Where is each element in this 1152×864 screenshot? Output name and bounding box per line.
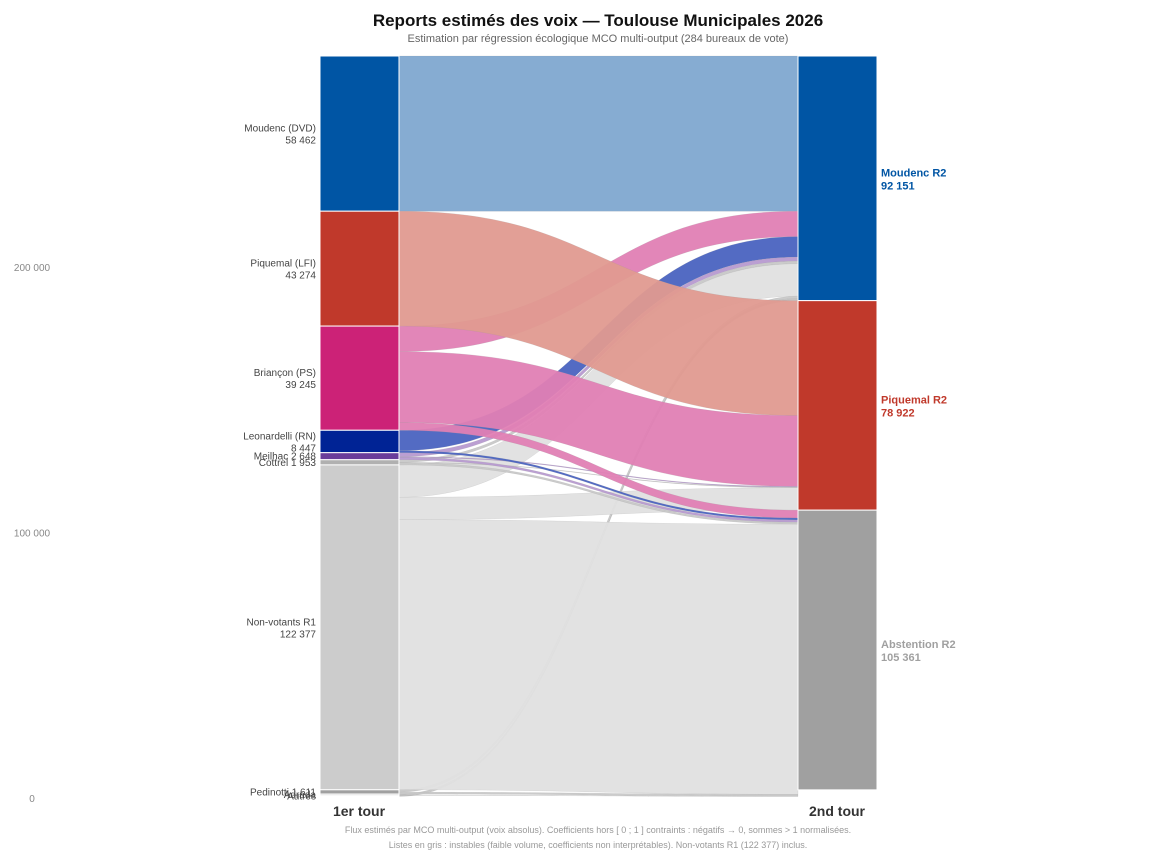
left-node-piquemal (319, 210, 400, 327)
left-node-nonvotants (319, 464, 400, 791)
left-node-label-pedinotti: Pedinotti 1 611 (250, 787, 316, 798)
node-layer (319, 55, 878, 797)
flow-layer (398, 55, 799, 797)
y-tick-label-2: 0 (29, 794, 35, 805)
left-node-label-autre: Autres (287, 791, 316, 802)
left-node-value-leonardelli: 8 447 (291, 443, 316, 454)
right-node-name-moudenc_r2: Moudenc R2 (881, 167, 946, 179)
y-tick-label-0: 200 000 (14, 263, 51, 274)
right-node-abstention_r2 (797, 509, 878, 791)
right-node-value-abstention_r2: 105 361 (881, 652, 921, 664)
left-node-briancon (319, 325, 400, 431)
left-axis-label: 1er tour (333, 803, 386, 819)
footnote-2: Listes en gris : instables (faible volum… (389, 840, 808, 850)
left-node-name-nonvotants: Non-votants R1 (247, 617, 317, 628)
left-node-meilhac (319, 452, 400, 461)
right-node-value-piquemal_r2: 78 922 (881, 407, 915, 419)
chart-title: Reports estimés des voix — Toulouse Muni… (373, 11, 823, 30)
right-node-moudenc_r2 (797, 55, 878, 302)
right-axis-label: 2nd tour (809, 803, 866, 819)
left-node-cottrel (319, 459, 400, 466)
node-label-layer: Moudenc (DVD)58 462 Piquemal (LFI)43 274 B… (243, 124, 955, 803)
left-node-leonardelli (319, 429, 400, 454)
left-node-label-meilhac: Meilhac 2 648 (254, 452, 317, 463)
left-node-value-nonvotants: 122 377 (280, 629, 317, 640)
footnote-1: Flux estimés par MCO multi-output (voix … (345, 825, 851, 835)
right-node-value-moudenc_r2: 92 151 (881, 180, 915, 192)
chart-subtitle: Estimation par régression écologique MCO… (408, 33, 789, 45)
right-node-name-abstention_r2: Abstention R2 (881, 639, 956, 651)
left-node-moudenc (319, 55, 400, 212)
y-tick-label-1: 100 000 (14, 529, 51, 540)
flow-nonvotants-to-abstention_r2 (398, 519, 799, 795)
flow-adrada-to-abstention_r2 (398, 794, 799, 797)
y-axis-ticks: 200 000 100 000 0 (14, 263, 51, 805)
left-node-name-briancon: Briançon (PS) (254, 368, 316, 379)
right-node-piquemal_r2 (797, 300, 878, 511)
left-node-value-piquemal: 43 274 (285, 271, 316, 282)
left-node-name-piquemal: Piquemal (LFI) (250, 259, 316, 270)
flow-moudenc-to-moudenc_r2 (398, 55, 799, 212)
right-node-name-piquemal_r2: Piquemal R2 (881, 394, 947, 406)
left-node-autre (319, 794, 400, 797)
left-node-name-leonardelli: Leonardelli (RN) (243, 431, 316, 442)
left-node-value-moudenc: 58 462 (285, 136, 316, 147)
left-node-label-adrada: Adrada (284, 790, 317, 801)
left-node-label-cottrel: Cottrel 1 953 (259, 458, 317, 469)
left-node-value-briancon: 39 245 (285, 380, 316, 391)
left-node-pedinotti (319, 789, 400, 795)
left-node-name-moudenc: Moudenc (DVD) (244, 124, 316, 135)
